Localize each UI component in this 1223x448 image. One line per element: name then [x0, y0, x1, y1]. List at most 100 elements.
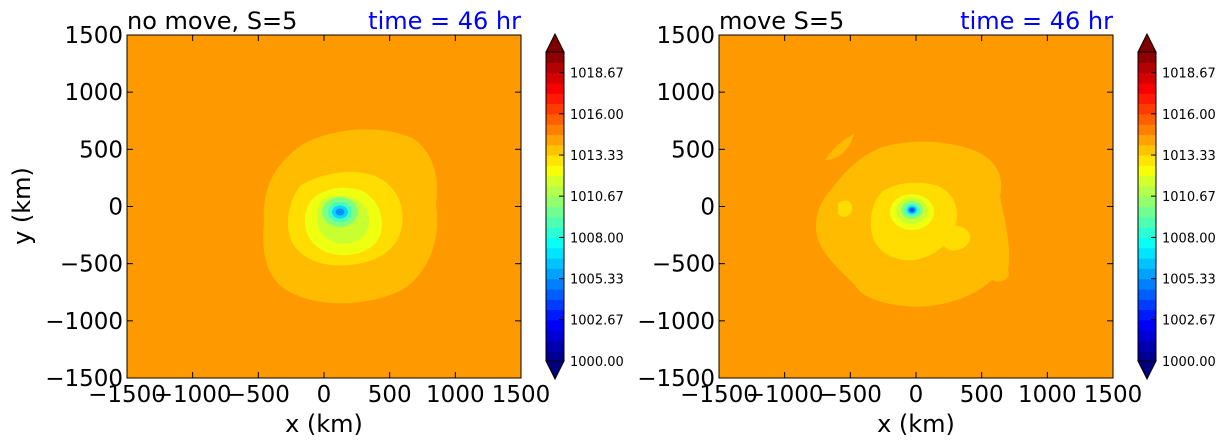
colorbar-extend-min [1137, 360, 1157, 381]
plot-area-left [127, 35, 521, 378]
colorbar-band [546, 330, 564, 341]
colorbar-band [1138, 165, 1156, 177]
y-tick-label: −500 [652, 252, 715, 278]
colorbar-band [1138, 124, 1156, 135]
x-tick-label: −1000 [746, 382, 824, 408]
colorbar-band [1138, 309, 1156, 321]
colorbar-tick-label: 1008.00 [1162, 231, 1216, 246]
colorbar-tick-label: 1008.00 [570, 231, 624, 246]
colorbar-band [1138, 144, 1156, 156]
y-tick-label: 1500 [656, 23, 715, 49]
colorbar-band [546, 247, 564, 259]
colorbar-band [546, 185, 564, 197]
ticks-right: −1500−1000−500 0 500 1000 1500−1500−1000−500… [637, 23, 1142, 408]
colorbar-band [1138, 227, 1156, 238]
colorbar-frame [1137, 51, 1157, 362]
colorbar-band [546, 237, 564, 249]
y-tick-label: 1500 [64, 23, 123, 49]
colorbar-band [1138, 52, 1156, 63]
colorbar-band [546, 258, 564, 269]
colorbar-band [1138, 330, 1156, 341]
colorbar-tick-label: 1016.00 [570, 108, 624, 123]
colorbar-extend-max [545, 32, 565, 53]
colorbar-tick-label: 1010.67 [570, 190, 624, 205]
colorbar-tick-label: 1005.33 [1162, 273, 1216, 288]
colorbar-tick-label: 1013.33 [570, 149, 624, 164]
colorbar-band [546, 227, 564, 238]
colorbar-band [546, 319, 564, 331]
title-left: no move, S=5 [127, 7, 297, 35]
y-tick-label: 1000 [656, 80, 715, 106]
x-axis-label-left: x (km) [285, 410, 363, 438]
colorbar-band [1138, 278, 1156, 290]
x-tick-label: 0 [909, 382, 924, 408]
x-tick-label: 1500 [1084, 382, 1143, 408]
colorbar-frame [545, 51, 565, 362]
colorbar-band [546, 52, 564, 63]
plot-area-right [719, 35, 1113, 378]
colorbar-tick-label: 1002.67 [1162, 314, 1216, 329]
colorbar-tick-label: 1000.00 [1162, 355, 1216, 370]
x-tick-label: −1000 [154, 382, 232, 408]
colorbar-band [546, 103, 564, 115]
ticks-left: −1500−1000−500 0 500 1000 1500−1500−1000−500… [45, 23, 550, 408]
x-tick-label: 1000 [426, 382, 485, 408]
colorbar-tick-label: 1013.33 [1162, 149, 1216, 164]
colorbar-band [546, 288, 564, 300]
x-tick-label: 1000 [1018, 382, 1077, 408]
colorbar-band [1138, 258, 1156, 269]
colorbar-band [546, 155, 564, 166]
colorbar-band [1138, 206, 1156, 218]
colorbar-band [546, 93, 564, 105]
title-right-left-panel: time = 46 hr [368, 7, 521, 35]
colorbar-band [1138, 237, 1156, 249]
x-tick-label: 500 [960, 382, 1004, 408]
y-tick-label: 0 [700, 195, 715, 221]
colorbar-band [546, 72, 564, 84]
colorbar-extend-max [1137, 32, 1157, 53]
colorbar-band [546, 299, 564, 311]
colorbar-left: 1000.00 1002.67 1005.33 1008.00 1010.67 1013.… [545, 32, 624, 381]
colorbar-band [546, 268, 564, 280]
colorbar-band [1138, 155, 1156, 166]
x-tick-label: −500 [819, 382, 882, 408]
title-right-right-panel: time = 46 hr [960, 7, 1113, 35]
colorbar-band [546, 340, 564, 352]
colorbar-tick-label: 1018.67 [1162, 67, 1216, 82]
colorbar-band [1138, 247, 1156, 259]
colorbar-tick-label: 1002.67 [570, 314, 624, 329]
x-tick-label: 0 [317, 382, 332, 408]
colorbar-band [1138, 319, 1156, 331]
colorbar-band [546, 62, 564, 74]
y-tick-label: −1000 [637, 309, 715, 335]
colorbar-band [546, 196, 564, 208]
colorbar-right: 1000.00 1002.67 1005.33 1008.00 1010.67 1013.… [1137, 32, 1216, 381]
colorbar-band [1138, 113, 1156, 125]
colorbar-band [546, 350, 564, 362]
colorbar-band [546, 278, 564, 290]
colorbar-band [546, 134, 564, 146]
y-tick-label: −1500 [637, 366, 715, 392]
colorbar-band [546, 82, 564, 94]
colorbar-band [546, 144, 564, 156]
y-tick-label: −500 [60, 252, 123, 278]
x-tick-label: −500 [227, 382, 290, 408]
colorbar-band [1138, 216, 1156, 228]
colorbar-tick-label: 1000.00 [570, 355, 624, 370]
colorbar-band [1138, 268, 1156, 280]
colorbar-band [1138, 134, 1156, 146]
colorbar-band [1138, 82, 1156, 94]
colorbar-band [546, 206, 564, 218]
colorbar-band [546, 165, 564, 177]
colorbar-band [1138, 62, 1156, 74]
colorbar-band [1138, 103, 1156, 115]
panel-right: −1500−1000−500 0 500 1000 1500−1500−1000−500… [637, 7, 1216, 438]
x-tick-label: −1500 [680, 382, 758, 408]
x-tick-label: 500 [368, 382, 412, 408]
y-tick-label: −1000 [45, 309, 123, 335]
contour-1015-fragment [825, 134, 854, 160]
colorbar-band [1138, 299, 1156, 311]
colorbar-band [1138, 72, 1156, 84]
panel-left: −1500−1000−500 0 500 1000 1500−1500−1000−500… [8, 7, 624, 438]
